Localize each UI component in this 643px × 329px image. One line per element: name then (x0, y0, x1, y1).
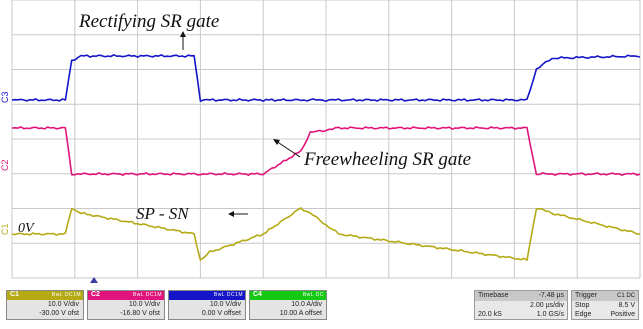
channel-1-offset: -30.00 V ofst (39, 310, 79, 317)
channel-marker-magenta: C2 (0, 159, 10, 171)
timebase-samples: 20.0 kS (478, 311, 502, 318)
trace-rectifying-sr-gate (11, 54, 641, 102)
trigger-type-row: Edge Positive (572, 310, 638, 319)
annotation-arrow-freewheeling (273, 139, 301, 158)
waveform-traces (11, 54, 641, 261)
timebase-header: Timebase -7.48 µs (475, 291, 567, 301)
timebase-scale-row: 2.00 µs/div (475, 301, 567, 310)
channel-marker-blue: C3 (0, 91, 10, 103)
scope-info-bar: C1 BwL DC1M 10.0 V/div -30.00 V ofst C2 … (0, 284, 643, 329)
trigger-mode: Stop (575, 302, 590, 309)
channel-2-box[interactable]: C2 BwL DC1M 10.0 V/div -16.80 V ofst (87, 290, 165, 320)
timebase-sample-row: 20.0 kS 1.0 GS/s (475, 310, 567, 319)
channel-3-header: BwL DC1M (169, 291, 245, 300)
trigger-label: Trigger (575, 292, 597, 299)
channel-2-name: C2 (91, 291, 100, 298)
channel-1-box[interactable]: C1 BwL DC1M 10.0 V/div -30.00 V ofst (6, 290, 84, 320)
trigger-box[interactable]: Trigger C1 DC Stop 8.5 V Edge Positive (571, 290, 639, 320)
annotation-arrow-rectifying (180, 31, 186, 50)
channel-4-scale: 10.0 A/div (291, 301, 322, 308)
channel-3-scale: 10.0 V/div (209, 301, 241, 308)
channel-2-offset: -16.80 V ofst (120, 310, 160, 317)
channel-2-header: C2 BwL DC1M (88, 291, 164, 300)
channel-4-name: C4 (253, 291, 262, 298)
annotation-rectifying-sr-gate: Rectifying SR gate (78, 11, 219, 32)
annotation-zero-volt: 0V (18, 221, 35, 236)
channel-3-box[interactable]: BwL DC1M 10.0 V/div 0.00 V offset (168, 290, 246, 320)
trigger-mode-row: Stop 8.5 V (572, 301, 638, 310)
plot-grid (11, 0, 641, 279)
channel-marker-yellow: C1 (0, 223, 10, 235)
channel-2-scale: 10.0 V/div (128, 301, 160, 308)
trigger-tags: C1 DC (616, 293, 635, 299)
channel-1-tags: BwL DC1M (51, 292, 81, 298)
trigger-level: 8.5 V (618, 302, 635, 309)
channel-1-name: C1 (10, 291, 19, 298)
channel-3-offset: 0.00 V offset (201, 310, 241, 317)
timebase-position: -7.48 µs (538, 292, 564, 299)
timebase-label: Timebase (478, 292, 509, 299)
timebase-rate: 1.0 GS/s (536, 311, 564, 318)
timebase-scale: 2.00 µs/div (530, 302, 564, 309)
annotation-freewheeling-sr-gate: Freewheeling SR gate (303, 149, 471, 170)
channel-1-header: C1 BwL DC1M (7, 291, 83, 300)
channel-4-box[interactable]: C4 BwL DC 10.0 A/div 10.00 A offset (249, 290, 327, 320)
trigger-header: Trigger C1 DC (572, 291, 638, 301)
channel-3-tags: BwL DC1M (213, 292, 243, 298)
channel-1-scale: 10.0 V/div (47, 301, 79, 308)
annotation-sp-sn: SP - SN (136, 204, 190, 223)
trigger-position-marker (90, 277, 98, 283)
channel-4-header: C4 BwL DC (250, 291, 326, 300)
timebase-box[interactable]: Timebase -7.48 µs 2.00 µs/div 20.0 kS 1.… (474, 290, 568, 320)
trace-freewheeling-sr-gate (11, 126, 641, 176)
trace-sp-sn (11, 207, 641, 261)
channel-2-tags: BwL DC1M (132, 292, 162, 298)
channel-4-tags: BwL DC (302, 292, 324, 298)
trigger-slope: Positive (610, 311, 635, 318)
trigger-type: Edge (575, 311, 592, 318)
channel-4-offset: 10.00 A offset (279, 310, 322, 317)
annotation-arrow-sp-sn (228, 211, 248, 217)
